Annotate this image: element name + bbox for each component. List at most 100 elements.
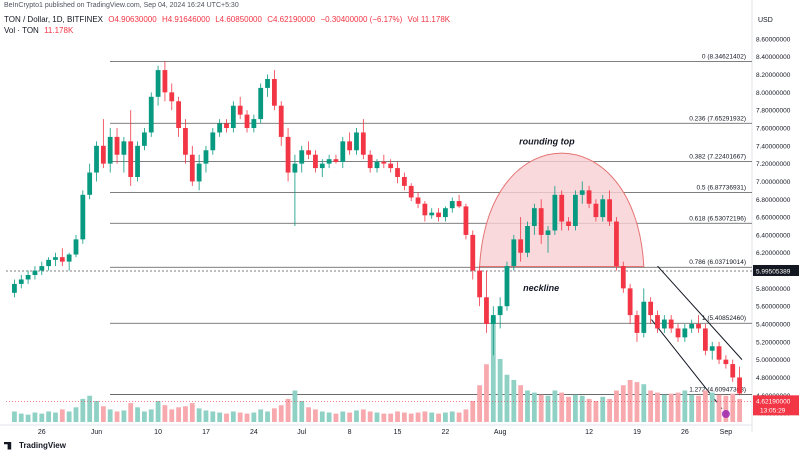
price-tick-label: 7.60000000 bbox=[756, 126, 791, 133]
candle-body bbox=[572, 194, 578, 226]
volume-bar bbox=[497, 359, 503, 422]
neckline-price-text: 5.99505389 bbox=[756, 268, 791, 275]
candle-body bbox=[470, 234, 476, 271]
candle-body bbox=[354, 132, 359, 151]
candle-body bbox=[737, 377, 742, 394]
candle-body bbox=[271, 79, 277, 106]
low-value: L4.60850000 bbox=[215, 15, 262, 24]
time-tick-label: 17 bbox=[202, 429, 210, 436]
candle-body bbox=[176, 101, 182, 128]
legend-ohlc[interactable]: TON / Dollar, 1D, BITFINEX O4.90630000 H… bbox=[4, 15, 453, 24]
volume-bar bbox=[306, 407, 311, 422]
candle-body bbox=[224, 123, 229, 128]
volume-bar bbox=[470, 401, 476, 422]
candle-body bbox=[559, 194, 565, 222]
price-tick-label: 7.00000000 bbox=[756, 179, 791, 186]
volume-bar bbox=[586, 398, 592, 422]
volume-bar bbox=[176, 407, 182, 422]
volume-bar bbox=[531, 392, 537, 422]
volume-bars bbox=[12, 317, 742, 422]
candle-body bbox=[381, 161, 387, 164]
candle-body bbox=[169, 92, 175, 102]
volume-bar bbox=[135, 407, 140, 422]
price-tick-label: 6.40000000 bbox=[756, 232, 791, 239]
volume-bar bbox=[87, 395, 93, 422]
volume-bar bbox=[25, 414, 31, 422]
candle-body bbox=[429, 212, 435, 216]
candle-body bbox=[443, 208, 448, 218]
volume-bar bbox=[292, 390, 298, 422]
candle-body bbox=[449, 201, 455, 209]
publish-info: BeInCrypto1 published on TradingView.com… bbox=[4, 2, 242, 9]
chart-drawings: rounding top neckline bbox=[6, 136, 752, 409]
volume-bar bbox=[381, 413, 387, 422]
volume-bar bbox=[100, 406, 106, 422]
tradingview-logo[interactable]: TradingView bbox=[4, 441, 66, 450]
volume-bar bbox=[319, 411, 325, 422]
volume-bar bbox=[702, 390, 708, 422]
volume-bar bbox=[183, 406, 188, 422]
price-tick-label: 6.60000000 bbox=[756, 215, 791, 222]
volume-bar bbox=[244, 413, 250, 422]
candle-body bbox=[18, 279, 24, 284]
volume-bar bbox=[716, 394, 722, 422]
candle-body bbox=[436, 212, 441, 218]
volume-bar bbox=[572, 394, 578, 422]
volume-bar bbox=[203, 410, 209, 422]
volume-bar bbox=[313, 409, 318, 422]
time-tick-label: 8 bbox=[348, 429, 352, 436]
volume-bar bbox=[600, 396, 606, 422]
volume-bar bbox=[155, 401, 161, 422]
time-tick-label: 12 bbox=[585, 429, 593, 436]
volume-bar bbox=[285, 398, 291, 422]
volume-bar bbox=[39, 413, 45, 422]
price-tick-label: 5.00000000 bbox=[756, 357, 791, 364]
volume-bar bbox=[730, 393, 736, 422]
volume-bar bbox=[566, 396, 571, 422]
legend-volume[interactable]: Vol · TON 11.178K bbox=[4, 26, 76, 35]
volume-bar bbox=[436, 413, 441, 422]
volume-bar bbox=[326, 412, 332, 422]
candle-body bbox=[114, 136, 120, 155]
candle-body bbox=[723, 359, 729, 365]
candle-body bbox=[251, 119, 257, 128]
volume-bar bbox=[121, 410, 127, 422]
volume-bar bbox=[723, 395, 729, 422]
volume-bar bbox=[388, 413, 394, 422]
volume-bar bbox=[251, 412, 257, 422]
volume-bar bbox=[449, 411, 455, 422]
candle-body bbox=[702, 328, 708, 351]
volume-bar bbox=[114, 411, 120, 422]
candle-body bbox=[675, 328, 681, 338]
candle-body bbox=[682, 328, 688, 338]
time-axis[interactable]: 26 Jun 10 17 24 Jul 8 15 22 Aug 12 19 26 Sep bbox=[0, 424, 752, 436]
volume-bar bbox=[620, 385, 626, 422]
price-tick-label: 8.40000000 bbox=[756, 54, 791, 61]
candle-body bbox=[661, 319, 667, 329]
candle-body bbox=[716, 346, 722, 360]
volume-bar bbox=[46, 411, 52, 422]
volume-bar bbox=[518, 385, 524, 422]
volume-bar bbox=[80, 398, 86, 422]
volume-bar bbox=[189, 403, 195, 422]
volume-bar bbox=[237, 412, 243, 422]
price-tick-label: 7.80000000 bbox=[756, 108, 791, 115]
volume-label: Vol · TON bbox=[4, 26, 39, 35]
volume-bar bbox=[477, 385, 483, 422]
symbol-title[interactable]: TON / Dollar, 1D, BITFINEX bbox=[4, 15, 103, 24]
candle-body bbox=[46, 259, 52, 267]
price-axis[interactable]: USD 8.60000000 8.40000000 8.20000000 8.00000… bbox=[751, 0, 800, 452]
candle-body bbox=[217, 123, 223, 133]
fibonacci-retracement[interactable]: 0 (8.34621402) 0.236 (7.65291932) 0.382 (7… bbox=[110, 54, 752, 395]
open-value: O4.90630000 bbox=[108, 15, 157, 24]
volume-bar bbox=[142, 411, 147, 422]
candle-body bbox=[230, 105, 236, 128]
candle-body bbox=[196, 163, 202, 182]
candle-body bbox=[292, 163, 298, 173]
candle-body bbox=[162, 70, 168, 93]
candle-body bbox=[32, 270, 38, 275]
candle-body bbox=[415, 197, 421, 204]
countdown-text: 13:05:29 bbox=[760, 407, 786, 414]
